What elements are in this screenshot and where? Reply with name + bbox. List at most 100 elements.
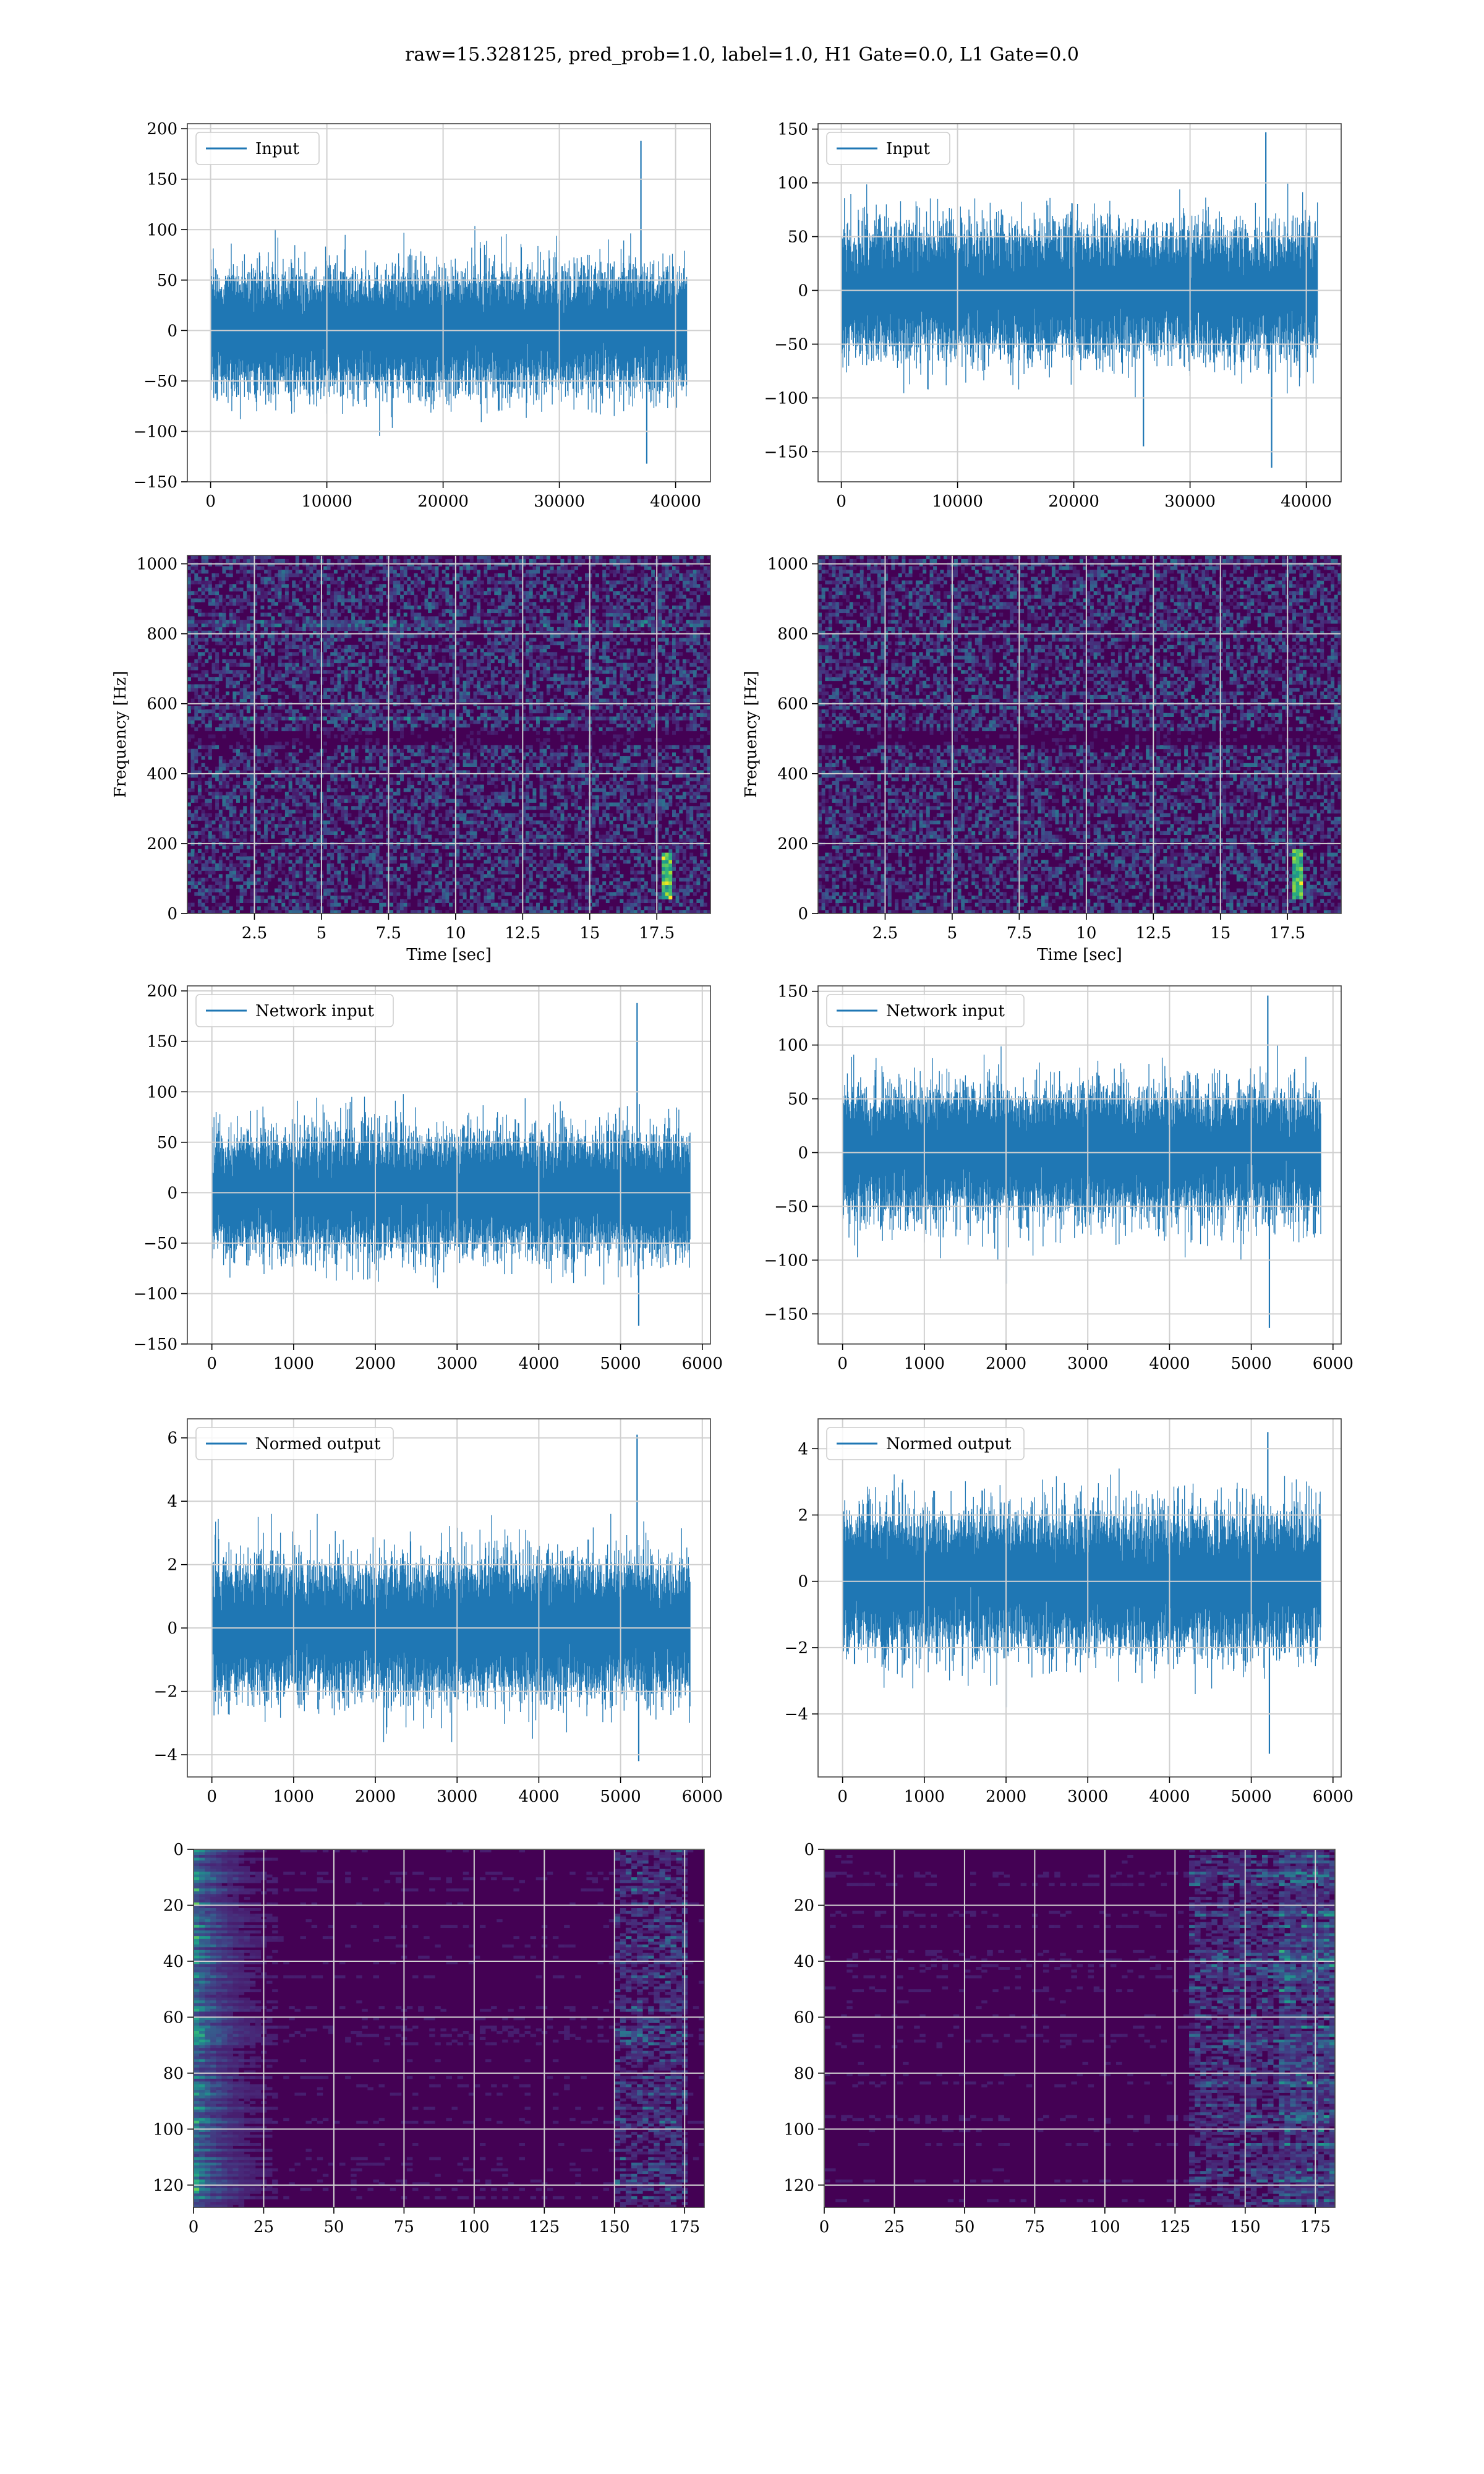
normed-output-h1-xtick-label: 3000: [437, 1787, 477, 1806]
feature-map-h1-heatmap: [194, 1849, 704, 2207]
network-input-l1-xtick-label: 0: [837, 1355, 848, 1373]
network-input-h1-legend-label: Network input: [255, 1002, 374, 1021]
normed-output-h1-axes: 0 1000 2000 3000 4000 5000 6000 −4 −2 0 2 4 6 Normed …: [154, 1418, 723, 1806]
feature-map-l1-xtick-label: 50: [954, 2218, 974, 2236]
spectrogram-h1-ytick-label: 600: [147, 695, 177, 714]
network-input-l1-ytick-label: −50: [774, 1197, 808, 1216]
input-l1-ytick-label: −50: [774, 335, 808, 354]
input-l1-xtick-label: 10000: [932, 492, 983, 511]
input-h1-series-line: [210, 140, 688, 464]
normed-output-l1-xtick-label: 2000: [986, 1787, 1026, 1806]
network-input-h1-legend-box: [195, 994, 394, 1027]
spectrogram-h1-xtick-label: 5: [317, 924, 327, 943]
normed-output-l1-xtick-label: 1000: [904, 1787, 945, 1806]
input-h1-ytick-label: −50: [143, 372, 177, 391]
feature-map-h1-ytick-label: 20: [163, 1896, 184, 1915]
feature-map-h1-xtick-label: 25: [254, 2218, 274, 2236]
normed-output-h1-ytick-label: 6: [167, 1429, 177, 1448]
feature-map-l1-ytick-label: 80: [794, 2065, 814, 2083]
normed-output-l1-xtick-label: 4000: [1149, 1787, 1190, 1806]
spectrogram-l1-xtick-label: 12.5: [1135, 924, 1171, 943]
spectrogram-h1-xtick-label: 10: [445, 924, 466, 943]
input-h1-xtick-label: 40000: [650, 492, 701, 511]
normed-output-l1-ytick-label: 2: [798, 1506, 808, 1525]
normed-output-l1-axes: 0 1000 2000 3000 4000 5000 6000 −4 −2 0 2 4 Normed o…: [785, 1418, 1354, 1806]
network-input-h1-xtick-label: 0: [207, 1355, 217, 1373]
feature-map-h1-ytick-label: 120: [153, 2177, 184, 2195]
normed-output-l1-xtick-label: 5000: [1231, 1787, 1272, 1806]
feature-map-h1-ytick-label: 0: [173, 1841, 184, 1859]
feature-map-h1-ytick-label: 80: [163, 2065, 184, 2083]
network-input-l1-ytick-label: −150: [764, 1305, 808, 1324]
spectrogram-l1-xtick-label: 5: [947, 924, 958, 943]
normed-output-l1-xtick-label: 6000: [1313, 1787, 1354, 1806]
spectrogram-h1-ytick-label: 200: [147, 835, 177, 854]
network-input-h1-xtick-label: 3000: [437, 1355, 477, 1373]
spectrogram-h1-ytick-label: 0: [167, 905, 177, 923]
normed-output-h1-legend-box: [195, 1427, 394, 1460]
normed-output-h1-xtick-label: 2000: [355, 1787, 396, 1806]
network-input-h1-ytick-label: 50: [157, 1134, 177, 1152]
feature-map-l1-xtick-label: 175: [1300, 2218, 1331, 2236]
network-input-h1-xtick-label: 6000: [682, 1355, 723, 1373]
input-l1-xtick-label: 30000: [1164, 492, 1216, 511]
feature-map-l1-heatmap: [824, 1849, 1335, 2207]
feature-map-h1-ytick-label: 60: [163, 2008, 184, 2027]
feature-map-h1-xtick-label: 0: [189, 2218, 199, 2236]
feature-map-h1-xtick-label: 125: [529, 2218, 560, 2236]
network-input-h1-frame: [187, 985, 711, 1345]
spectrogram-h1-xtick-label: 15: [579, 924, 600, 943]
input-l1-xtick-label: 20000: [1048, 492, 1099, 511]
normed-output-l1-xtick-label: 3000: [1067, 1787, 1108, 1806]
feature-map-h1-xtick-label: 175: [669, 2218, 700, 2236]
input-l1-ytick-label: 0: [798, 282, 808, 301]
network-input-h1-xtick-label: 4000: [518, 1355, 559, 1373]
network-input-h1-ytick-label: 150: [147, 1033, 177, 1051]
network-input-l1-xtick-label: 6000: [1313, 1355, 1354, 1373]
feature-map-l1-ytick-label: 0: [804, 1841, 814, 1859]
input-h1-ytick-label: 200: [147, 120, 177, 139]
input-h1-legend-box: [195, 132, 320, 165]
feature-map-l1-ytick-label: 100: [783, 2120, 814, 2139]
input-l1-legend-label: Input: [886, 140, 930, 158]
network-input-h1-ytick-label: 200: [147, 982, 177, 1001]
spectrogram-l1-xtick-label: 17.5: [1269, 924, 1305, 943]
feature-map-h1-axes: 0 25 50 75 100 125 150 175 0 20 40 60 80 100 120: [153, 1841, 705, 2236]
spectrogram-l1-ytick-label: 0: [798, 905, 808, 923]
normed-output-l1-ytick-label: 0: [798, 1573, 808, 1591]
input-l1-xtick-label: 40000: [1281, 492, 1332, 511]
input-h1-xtick-label: 30000: [534, 492, 585, 511]
network-input-h1-axes: 0 1000 2000 3000 4000 5000 6000 −150 −100 −50 0 50 1…: [134, 982, 723, 1373]
normed-output-h1-series-line: [211, 1434, 691, 1761]
network-input-l1-xtick-label: 3000: [1067, 1355, 1108, 1373]
feature-map-h1-ytick-label: 100: [153, 2120, 184, 2139]
normed-output-h1-ytick-label: −2: [154, 1683, 177, 1701]
network-input-l1-ytick-label: 0: [798, 1144, 808, 1163]
spectrogram-l1-ylabel: Frequency [Hz]: [742, 671, 761, 798]
normed-output-l1-ytick-label: 4: [798, 1440, 808, 1458]
network-input-l1-xtick-label: 5000: [1231, 1355, 1272, 1373]
input-l1-ytick-label: 50: [788, 228, 808, 247]
input-h1-ytick-label: −100: [134, 422, 177, 441]
spectrogram-h1-xtick-label: 2.5: [242, 924, 267, 943]
feature-map-l1-xtick-label: 125: [1159, 2218, 1190, 2236]
spectrogram-l1-axes: 2.5 5 7.5 10 12.5 15 17.5 0 200 400 600 800 1000 Time…: [742, 555, 1342, 964]
input-l1-ytick-label: 100: [777, 174, 808, 193]
input-l1-legend-box: [826, 132, 950, 165]
input-l1-legend: Input: [826, 132, 950, 165]
input-h1-ytick-label: 100: [147, 221, 177, 239]
feature-map-l1-xtick-label: 25: [884, 2218, 905, 2236]
feature-map-h1-xtick-label: 150: [599, 2218, 630, 2236]
network-input-l1-legend-box: [826, 994, 1025, 1027]
feature-map-l1-frame: [824, 1849, 1336, 2208]
network-input-l1-ytick-label: 50: [788, 1090, 808, 1109]
spectrogram-h1-frame: [187, 555, 711, 914]
network-input-l1-ytick-label: 100: [777, 1037, 808, 1055]
input-l1-ytick-label: −100: [764, 389, 808, 408]
spectrogram-l1-ytick-label: 800: [777, 625, 808, 644]
normed-output-l1-ytick-label: −2: [785, 1639, 808, 1658]
feature-map-h1-ytick-label: 40: [163, 1953, 184, 1971]
network-input-l1-legend-label: Network input: [886, 1002, 1005, 1021]
feature-map-l1-xtick-label: 150: [1230, 2218, 1261, 2236]
normed-output-l1-frame: [817, 1418, 1342, 1778]
